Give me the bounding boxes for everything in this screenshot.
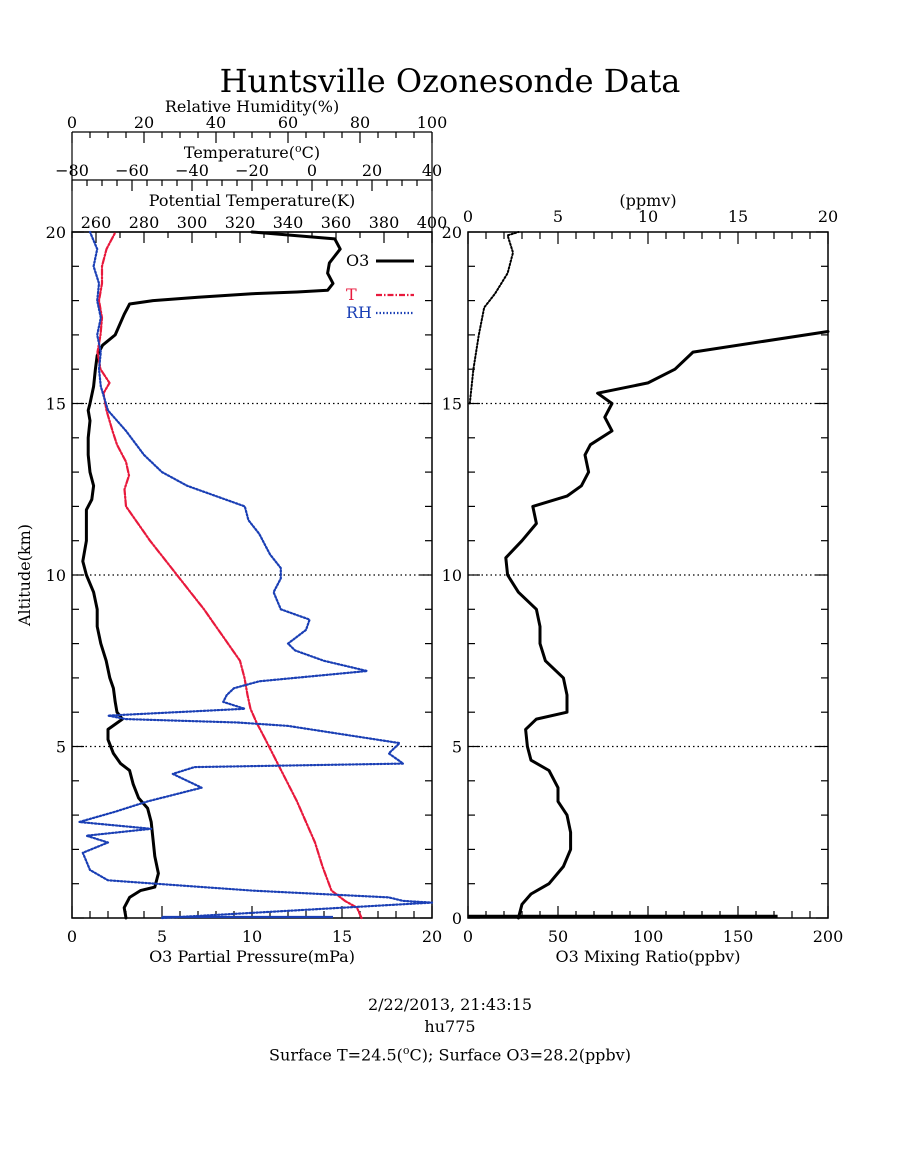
ppmv-tick-label: 5 [553,207,563,226]
temperature-tick-label: −60 [115,161,149,180]
potential-temperature-tick-label: 380 [369,213,400,232]
temperature-tick-label: 20 [362,161,382,180]
y-tick-label: 20 [46,223,66,242]
x-tick-label-bottom: 5 [157,927,167,946]
relative-humidity-tick-label: 40 [206,113,226,132]
potential-temperature-tick-label: 400 [417,213,448,232]
footer-station-id: hu775 [424,1017,476,1036]
potential-temperature-axis-label: Potential Temperature(K) [149,191,356,210]
ppmv-tick-label: 20 [818,207,838,226]
profile-panel: 5 10 15 20 0 5 10 15 20 260 280 300 320 340 360 380 40… [15,97,447,966]
y-tick-label: 15 [46,395,66,414]
o3-ppmv-line [468,231,520,405]
x-tick-label-bottom: 200 [813,927,844,946]
y-tick-label: 5 [452,738,462,757]
temperature-axis-label-tail: C) [302,143,320,162]
potential-temperature-tick-label: 360 [321,213,352,232]
temperature-tick-label: −20 [235,161,269,180]
y-tick-label: 20 [442,223,462,242]
rh-line [78,230,434,920]
temperature-tick-label: 0 [307,161,317,180]
x-tick-label-bottom: 10 [242,927,262,946]
footer-datetime: 2/22/2013, 21:43:15 [367,995,533,1014]
ppbv-axis-label: O3 Mixing Ratio(ppbv) [555,947,740,966]
y-tick-label: 0 [452,909,462,928]
temperature-line [96,230,363,920]
o3-mixing-ratio-line [504,330,830,920]
relative-humidity-tick-label: 60 [278,113,298,132]
profile-grid [72,402,432,748]
relative-humidity-axis-label: Relative Humidity(%) [165,97,339,116]
ppmv-axis: 0 5 10 15 20 [463,207,838,244]
x-tick-label-bottom: 0 [463,927,473,946]
legend: O3 TRH [346,251,414,322]
o3-pressure-axis-label: O3 Partial Pressure(mPa) [149,947,355,966]
mixing-ratio-grid [468,402,828,748]
altitude-axis-label: Altitude(km) [15,524,34,627]
temperature-tick-label: −80 [55,161,89,180]
surface-t-unit-sup: o [402,1044,410,1057]
temperature-axis-label-main: Temperature( [184,143,295,162]
relative-humidity-tick-label: 100 [417,113,448,132]
potential-temperature-tick-label: 260 [81,213,112,232]
x-tick-label-bottom: 100 [633,927,664,946]
surface-t-label: Surface T=24.5( [269,1045,403,1065]
ppmv-tick-label: 15 [728,207,748,226]
legend-label-t: T [346,285,357,304]
relative-humidity-tick-label: 0 [67,113,77,132]
surface-o3-label: C); Surface O3=28.2(ppbv) [409,1045,631,1065]
legend-label-rh: RH [346,303,372,322]
mixing-ratio-panel: 0 5 10 15 20 0 50 100 150 200 0 5 10 15 20 O3 Mixing… [442,191,844,966]
temperature-axis-label: Temperature(oC) [184,142,320,162]
mixing-ratio-series [468,231,830,920]
ppmv-tick-label: 10 [638,207,658,226]
y-tick-label: 10 [46,566,66,585]
potential-temperature-tick-label: 340 [273,213,304,232]
ppbv-axis: 0 50 100 150 200 [463,906,843,946]
legend-label-o3: O3 [346,251,369,270]
x-tick-label-bottom: 150 [723,927,754,946]
temperature-axis-label-sup: o [295,142,302,155]
temperature-tick-label: −40 [175,161,209,180]
top-axes: 260 280 300 320 340 360 380 400−80 −60 −40 −20 0 20 4… [55,113,447,243]
y-tick-label: 15 [442,395,462,414]
mixing-ratio-altitude-axis: 0 5 10 15 20 [442,223,828,928]
footer-surface-info: Surface T=24.5(oC); Surface O3=28.2(ppbv… [0,1040,900,1066]
x-tick-label-bottom: 15 [332,927,352,946]
profile-altitude-axis: 5 10 15 20 [46,223,432,919]
chart-title: Huntsville Ozonesonde Data [220,62,681,100]
potential-temperature-tick-label: 320 [225,213,256,232]
y-tick-label: 10 [442,566,462,585]
y-tick-label: 5 [56,738,66,757]
x-tick-label-bottom: 20 [422,927,442,946]
potential-temperature-tick-label: 280 [129,213,160,232]
temperature-tick-label: 40 [422,161,442,180]
x-tick-label-bottom: 50 [548,927,568,946]
potential-temperature-tick-label: 300 [177,213,208,232]
relative-humidity-tick-label: 80 [350,113,370,132]
relative-humidity-tick-label: 20 [134,113,154,132]
ppmv-axis-label: (ppmv) [619,191,676,210]
profile-series [78,230,434,920]
x-tick-label-bottom: 0 [67,927,77,946]
ppmv-tick-label: 0 [463,207,473,226]
o3-pressure-line [81,230,342,920]
